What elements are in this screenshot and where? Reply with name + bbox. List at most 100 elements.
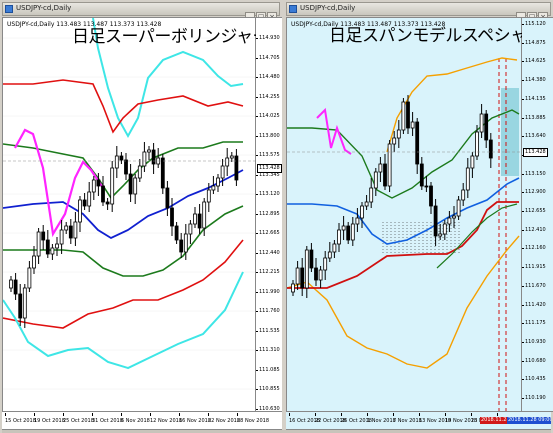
- bear-candle: [314, 267, 318, 281]
- price-tick-label: 114.625: [522, 58, 546, 65]
- bull-candle: [304, 249, 309, 289]
- bull-candle: [291, 283, 295, 293]
- bull-candle: [364, 201, 369, 207]
- bull-candle: [78, 199, 82, 223]
- bull-candle: [378, 163, 383, 173]
- bull-candle: [114, 155, 119, 169]
- lower-band-1sigma: [3, 205, 244, 277]
- bull-candle: [442, 223, 447, 235]
- price-tick-label: 111.420: [522, 301, 546, 308]
- bear-candle: [433, 205, 438, 237]
- highlight-zone: [501, 88, 519, 176]
- price-axis-right[interactable]: 115.120 114.875 114.625 114.380 114.135 113.8…: [522, 17, 553, 412]
- bull-candle: [456, 199, 461, 217]
- price-tick-label: 114.705: [256, 54, 280, 61]
- upper-band-3sigma: [92, 18, 244, 139]
- bull-candle: [410, 121, 415, 129]
- price-chart-right[interactable]: USDJPY-cd,Daily 113.483 113.487 113.373 …: [286, 17, 522, 412]
- price-tick-label: 113.575: [256, 152, 280, 158]
- price-tick-label: 112.215: [256, 269, 280, 275]
- date-tick-label: 26 Oct 2018: [341, 413, 372, 424]
- date-tick-label: 6 Nov 2018: [121, 413, 150, 424]
- bull-candle: [73, 221, 78, 239]
- bull-candle: [323, 257, 328, 271]
- bear-candle: [165, 187, 170, 209]
- bull-candle: [438, 233, 443, 237]
- price-tick-label: 110.435: [522, 376, 546, 383]
- bull-candle: [396, 129, 401, 139]
- chart-canvas-left[interactable]: [3, 18, 256, 412]
- bear-candle: [68, 225, 73, 239]
- bear-candle: [406, 101, 410, 129]
- bull-candle: [360, 205, 364, 219]
- price-axis-left[interactable]: 114.930 114.705 114.480 114.255 114.025 113.8…: [256, 17, 282, 412]
- price-chart-left[interactable]: USDJPY-cd,Daily 113.483 113.487 113.373 …: [2, 17, 256, 412]
- bull-candle: [36, 231, 41, 257]
- chart-symbol-label-left: USDJPY-cd,Daily 113.483 113.487 113.373 …: [7, 21, 162, 28]
- upper-band-1sigma: [3, 141, 243, 200]
- status-strip: [2, 430, 551, 433]
- bear-candle: [41, 231, 46, 241]
- bear-candle: [128, 173, 133, 195]
- price-tick-label: 110.855: [256, 386, 280, 392]
- price-tick-label: 111.670: [522, 282, 546, 289]
- time-axis-left[interactable]: 15 Oct 2018 19 Oct 2018 25 Oct 2018 31 Oct …: [2, 412, 282, 430]
- window-titlebar-right[interactable]: USDJPY-cd,Daily _□×: [286, 2, 551, 22]
- price-tick-label: 111.915: [522, 264, 546, 271]
- price-tick-label: 110.630: [256, 405, 280, 412]
- window-title-left: USDJPY-cd,Daily: [16, 4, 72, 12]
- chart-heading-right: 日足スパンモデルスペシャル: [329, 26, 544, 46]
- chart-window-right[interactable]: USDJPY-cd,Daily _□× USDJPY-cd,Daily 113.…: [284, 0, 553, 433]
- bear-candle: [170, 207, 174, 227]
- price-tick-label: 110.190: [522, 395, 546, 401]
- bull-candle: [9, 279, 13, 289]
- bull-candle: [447, 217, 452, 225]
- upper-band-2sigma: [3, 79, 244, 134]
- time-axis-right[interactable]: 16 Oct 2018 22 Oct 2018 26 Oct 2018 1 Nov 2…: [286, 412, 551, 430]
- bull-candle: [27, 267, 32, 289]
- price-tick-label: 113.800: [256, 132, 280, 139]
- price-tick-label: 112.665: [256, 230, 280, 236]
- chart-window-icon: [5, 5, 13, 13]
- price-tick-label: 114.255: [256, 93, 280, 100]
- date-tick-label: 16 Oct 2018: [289, 413, 320, 424]
- price-tick-label: 112.410: [522, 226, 546, 233]
- price-tick-label: 112.655: [522, 208, 546, 214]
- window-titlebar-left[interactable]: USDJPY-cd,Daily _□×: [2, 2, 280, 22]
- price-tick-label: 110.930: [522, 338, 546, 345]
- bull-candle: [87, 191, 92, 207]
- bear-candle: [174, 225, 179, 241]
- price-tick-label: 111.760: [256, 308, 280, 314]
- bear-candle: [160, 157, 165, 189]
- bull-candle: [225, 157, 230, 167]
- date-tick-label: 16 Nov 2018: [179, 413, 212, 424]
- date-tick-label: 28 Nov 2018: [237, 413, 270, 424]
- bull-candle: [22, 287, 27, 319]
- bull-candle: [373, 171, 378, 189]
- bear-candle: [13, 279, 18, 295]
- price-tick-label: 114.025: [256, 113, 280, 119]
- chart-canvas-right[interactable]: [287, 18, 522, 412]
- bear-candle: [300, 267, 305, 289]
- chart-window-left[interactable]: USDJPY-cd,Daily _□× USDJPY-cd,Daily 113.…: [0, 0, 282, 433]
- span-red-line: [287, 201, 519, 289]
- bull-candle: [193, 213, 197, 225]
- bull-candle: [401, 101, 406, 131]
- bear-candle: [18, 293, 23, 319]
- bull-candle: [211, 185, 216, 191]
- bull-candle: [355, 217, 360, 225]
- bear-candle: [124, 159, 128, 175]
- date-tick-label: 31 Oct 2018: [92, 413, 123, 424]
- bull-candle: [59, 229, 64, 245]
- bull-candle: [206, 189, 211, 203]
- bear-candle: [234, 155, 239, 181]
- price-tick-label: 111.175: [522, 320, 546, 327]
- bull-candle: [341, 225, 346, 231]
- price-tick-label: 111.535: [256, 327, 280, 334]
- bull-candle: [110, 167, 115, 205]
- price-tick-label: 114.875: [522, 39, 546, 46]
- price-tick-label: 114.135: [522, 95, 546, 102]
- bear-candle: [429, 185, 433, 207]
- bear-candle: [105, 201, 110, 205]
- bull-candle: [147, 149, 151, 153]
